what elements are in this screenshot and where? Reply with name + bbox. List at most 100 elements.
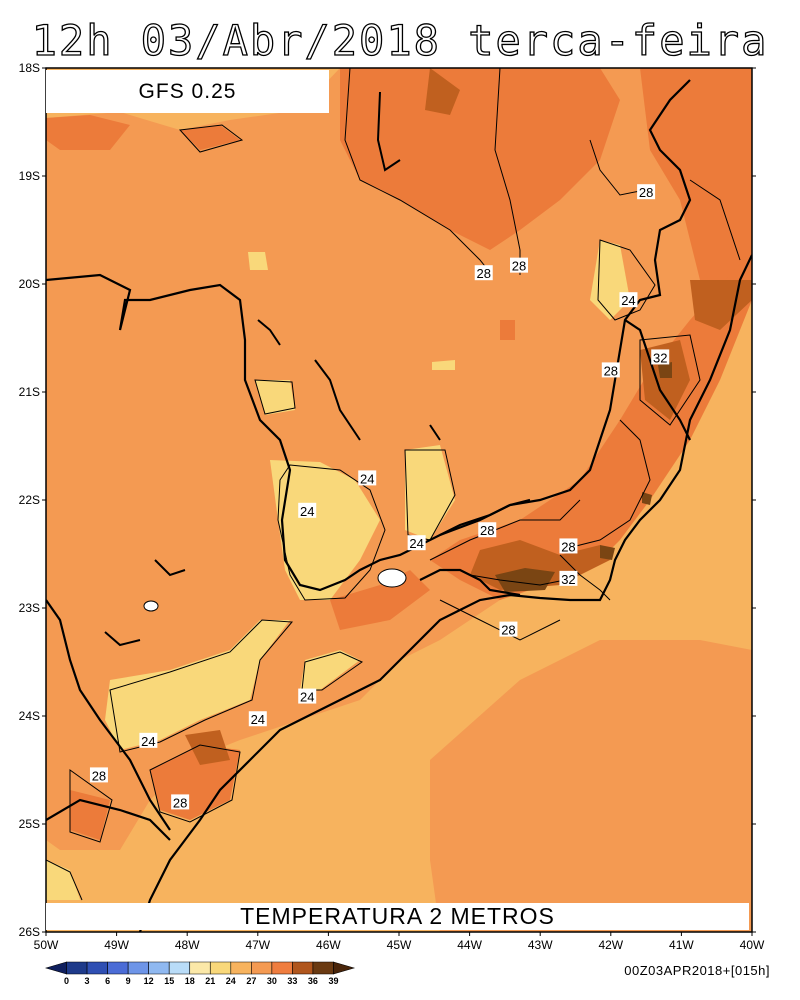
isotherm-label: 24 xyxy=(621,293,635,308)
colorbar-label: 24 xyxy=(226,976,236,986)
lon-label: 44W xyxy=(457,938,482,952)
variable-label: TEMPERATURA 2 METROS xyxy=(46,903,749,930)
colorbar-segment xyxy=(127,961,149,975)
lon-label: 40W xyxy=(740,938,765,952)
coastline xyxy=(138,254,752,932)
reservoirs xyxy=(104,91,441,647)
lon-label: 45W xyxy=(387,938,412,952)
fill-30-33 xyxy=(46,68,752,840)
lon-label: 46W xyxy=(316,938,341,952)
isotherm-label: 28 xyxy=(92,768,106,783)
colorbar: 0 3 6 9 12 15 18 21 24 27 30 33 36 39 xyxy=(44,961,356,986)
colorbar-segment xyxy=(251,961,273,975)
isotherm-label: 24 xyxy=(360,471,374,486)
isotherm-label: 28 xyxy=(173,795,187,810)
isotherm-label: 24 xyxy=(409,536,423,551)
isotherm-label: 24 xyxy=(300,504,314,519)
isotherm-lines xyxy=(46,68,741,901)
isotherm-label-bg xyxy=(474,265,493,281)
isotherm-label-bg xyxy=(298,502,317,518)
lat-label: 26S xyxy=(19,925,40,939)
isotherm-label-bg xyxy=(559,538,578,554)
lat-label: 23S xyxy=(19,601,40,615)
lon-label: 49W xyxy=(104,938,129,952)
lon-label: 42W xyxy=(598,938,623,952)
isotherm-label: 32 xyxy=(561,572,575,587)
isotherm-label: 28 xyxy=(476,266,490,281)
lat-label: 24S xyxy=(19,709,40,723)
isotherm-label-bg xyxy=(298,688,317,704)
lat-label: 22S xyxy=(19,493,40,507)
colorbar-label: 6 xyxy=(105,976,110,986)
colorbar-label: 0 xyxy=(64,976,69,986)
lat-label: 25S xyxy=(19,817,40,831)
lon-label: 50W xyxy=(34,938,59,952)
colorbar-segment xyxy=(209,961,232,975)
colorbar-label: 36 xyxy=(308,976,318,986)
isotherm-label-bg xyxy=(651,349,670,365)
colorbar-label: 39 xyxy=(328,976,338,986)
border-pr-sp xyxy=(46,599,171,831)
isotherm-label: 24 xyxy=(141,734,155,749)
isotherm-label-bg xyxy=(407,535,426,551)
isotherm-label: 28 xyxy=(501,623,515,638)
isotherm-label-bg xyxy=(358,470,377,486)
isotherm-label-bg xyxy=(171,794,190,810)
isotherm-label-bg xyxy=(619,292,638,308)
isotherm-label: 28 xyxy=(512,259,526,274)
colorbar-segment xyxy=(66,961,88,975)
isotherm-label: 24 xyxy=(300,690,314,705)
colorbar-segment xyxy=(230,961,252,975)
isotherm-label-bg xyxy=(510,257,529,273)
colorbar-label: 27 xyxy=(246,976,256,986)
isotherm-label: 24 xyxy=(251,712,265,727)
colorbar-segment xyxy=(312,961,334,975)
lon-label: 43W xyxy=(528,938,553,952)
lat-label: 18S xyxy=(19,61,40,75)
border-rj-coast xyxy=(419,568,521,597)
isotherm-label: 32 xyxy=(653,350,667,365)
colorbar-label: 18 xyxy=(185,976,195,986)
lat-label: 20S xyxy=(19,277,40,291)
lon-label: 41W xyxy=(669,938,694,952)
isotherm-label: 28 xyxy=(561,539,575,554)
isotherm-label: 28 xyxy=(639,185,653,200)
colorbar-segment xyxy=(189,961,211,975)
colorbar-segment xyxy=(86,961,108,975)
isotherm-label-bg xyxy=(559,570,578,586)
colorbar-segment xyxy=(333,961,356,975)
colorbar-label: 33 xyxy=(287,976,297,986)
border-es xyxy=(624,319,691,441)
isotherm-label-bg xyxy=(478,522,497,538)
lat-label: 21S xyxy=(19,385,40,399)
fill-36-39 xyxy=(495,362,672,592)
lon-label: 47W xyxy=(245,938,270,952)
fill-21-24 xyxy=(46,240,630,900)
isotherm-label-bg xyxy=(601,362,620,378)
water-spots xyxy=(143,568,407,612)
colorbar-segment xyxy=(107,961,129,975)
map-title: 12h 03/Abr/2018 terca-feira xyxy=(31,16,769,65)
colorbar-label: 3 xyxy=(85,976,90,986)
colorbar-label: 15 xyxy=(164,976,174,986)
isotherm-label-bg xyxy=(89,767,108,783)
colorbar-label: 12 xyxy=(144,976,154,986)
run-info: 00Z03APR2018+[015h] xyxy=(624,963,770,978)
lat-label: 19S xyxy=(19,169,40,183)
isotherm-label: 28 xyxy=(604,363,618,378)
border-pr xyxy=(46,798,171,841)
model-label: GFS 0.25 xyxy=(46,70,329,113)
map-fills xyxy=(46,68,752,932)
colorbar-label: 30 xyxy=(267,976,277,986)
isotherm-label: 28 xyxy=(480,523,494,538)
colorbar-label: 9 xyxy=(126,976,131,986)
colorbar-segment xyxy=(271,961,293,975)
isotherm-label-bg xyxy=(499,621,518,637)
colorbar-label: 21 xyxy=(205,976,215,986)
isotherm-label-bg xyxy=(637,184,656,200)
lon-label: 48W xyxy=(175,938,200,952)
colorbar-segment xyxy=(168,961,191,975)
colorbar-segment xyxy=(44,961,67,975)
